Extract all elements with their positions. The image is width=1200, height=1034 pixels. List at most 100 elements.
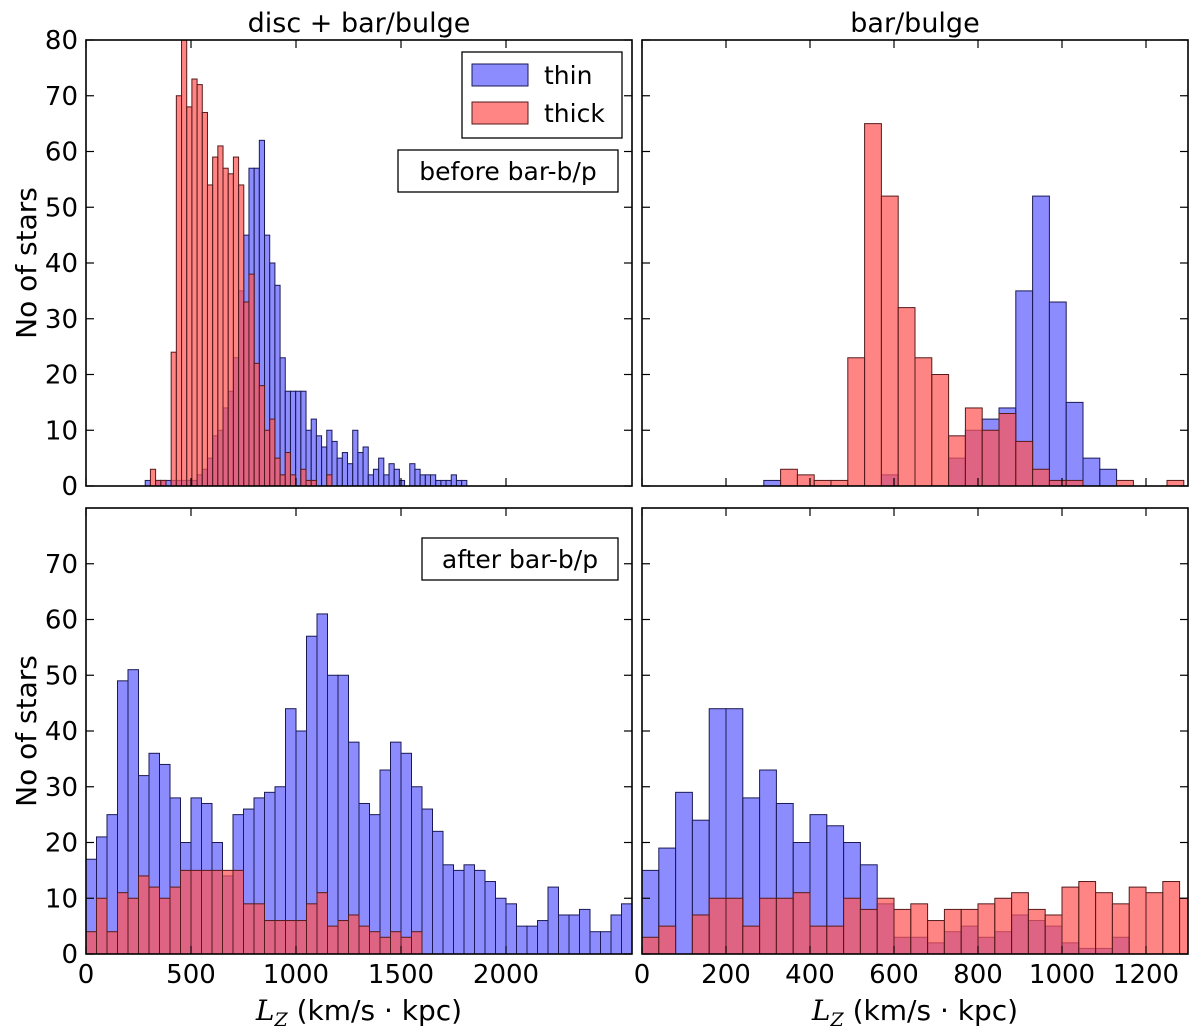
- x-tick-label: 1500: [368, 960, 434, 990]
- bar-thick: [186, 106, 193, 486]
- y-tick-label: 50: [45, 661, 78, 691]
- bar-thin: [558, 914, 570, 954]
- y-tick-label: 30: [45, 773, 78, 803]
- bar-thick: [300, 468, 307, 486]
- bar-thick: [305, 479, 312, 486]
- bar-thick: [914, 357, 933, 486]
- bar-thick: [897, 307, 916, 486]
- legend-label-thin: thin: [544, 61, 592, 90]
- y-tick-label: 60: [45, 138, 78, 168]
- bar-thin: [1032, 195, 1050, 486]
- bar-thin: [400, 752, 412, 954]
- bar-thick: [379, 936, 391, 954]
- y-tick-label: 70: [45, 550, 78, 580]
- annotation-box: [397, 149, 619, 193]
- bar-thin: [315, 435, 323, 486]
- x-axis-label: LZ (km/s · kpc): [255, 994, 462, 1031]
- bar-thick: [759, 897, 777, 954]
- bars-bottom-right: [642, 708, 1200, 954]
- bar-thick: [232, 156, 240, 486]
- bar-thin: [589, 931, 601, 954]
- bar-thin: [442, 864, 454, 954]
- bar-thin: [424, 474, 432, 486]
- bar-thin: [411, 786, 423, 954]
- bar-thin: [337, 674, 349, 954]
- bar-thin: [453, 869, 465, 954]
- bar-thick: [326, 474, 333, 486]
- y-tick-label: 70: [45, 82, 78, 112]
- bar-thick: [658, 925, 677, 954]
- bar-thick: [279, 474, 286, 486]
- y-tick-label: 10: [45, 416, 78, 446]
- bar-thick: [948, 435, 966, 486]
- bar-thick: [826, 925, 845, 954]
- panel-bottom-left: 0 10 20 30 40 50 60 70 0 500 1000 1500 2000 No of sta…: [10, 507, 633, 1031]
- bar-thick: [96, 897, 108, 954]
- bar-thin: [379, 769, 391, 954]
- bar-thick: [160, 479, 167, 486]
- bar-thin: [357, 452, 364, 486]
- bar-thick: [1196, 904, 1200, 954]
- bar-thin: [432, 830, 444, 954]
- bar-thick: [274, 457, 281, 486]
- bar-thick: [106, 931, 118, 954]
- bar-thick: [994, 897, 1013, 954]
- bar-thin: [352, 429, 359, 486]
- bar-thin: [463, 864, 475, 954]
- bar-thin: [435, 479, 442, 486]
- bar-thick: [910, 903, 929, 954]
- bar-thin: [165, 479, 172, 486]
- bar-thin: [390, 741, 402, 954]
- bar-thick: [775, 897, 794, 954]
- x-tick-label: 200: [701, 960, 751, 990]
- bar-thick: [243, 301, 250, 486]
- panel-top-left: 0 10 20 30 40 50 60 70 80 disc + bar/bulge No of s…: [10, 8, 633, 502]
- bar-thick: [880, 195, 899, 486]
- bar-thick: [148, 886, 160, 954]
- bar-thin: [568, 914, 580, 954]
- panel-title: bar/bulge: [850, 8, 979, 39]
- bar-thick: [253, 903, 265, 954]
- bar-thin: [763, 479, 782, 486]
- panel-title: disc + bar/bulge: [248, 8, 471, 39]
- bar-thick: [175, 95, 183, 486]
- bar-thick: [847, 357, 866, 486]
- bar-thin: [274, 284, 281, 486]
- bar-thick: [1095, 892, 1113, 954]
- bar-thick: [792, 892, 811, 954]
- bar-thick: [1048, 479, 1067, 486]
- bar-thick: [864, 123, 882, 486]
- bar-thick: [931, 374, 950, 486]
- bar-thin: [621, 903, 632, 954]
- x-tick-label: 1000: [263, 960, 329, 990]
- x-tick-label: 0: [634, 960, 651, 990]
- bar-thick: [181, 40, 188, 486]
- bar-thin: [537, 920, 549, 954]
- bar-thick: [201, 111, 208, 486]
- y-tick-label: 20: [45, 361, 78, 391]
- bar-thick: [876, 897, 895, 954]
- bar-thin: [445, 479, 452, 486]
- bar-thick: [310, 479, 317, 486]
- bar-thick: [264, 920, 276, 954]
- bar-thin: [144, 479, 151, 486]
- bar-thin: [310, 418, 317, 486]
- x-tick-label: 1000: [1029, 960, 1095, 990]
- bar-thick: [127, 897, 139, 954]
- y-tick-label: 20: [45, 829, 78, 859]
- bar-thin: [526, 925, 538, 954]
- bar-thin: [1099, 468, 1118, 486]
- bar-thick: [289, 474, 297, 486]
- bar-thick: [190, 869, 202, 954]
- x-tick-label: 1200: [1113, 960, 1179, 990]
- bar-thick: [212, 156, 219, 486]
- x-tick-label: 400: [785, 960, 835, 990]
- y-tick-label: 0: [61, 472, 78, 502]
- bar-thin: [393, 468, 400, 486]
- bar-thick: [206, 184, 214, 486]
- bar-thick: [893, 908, 912, 954]
- bar-thick: [830, 479, 849, 486]
- bar-thin: [367, 474, 374, 486]
- bar-thin: [600, 931, 612, 954]
